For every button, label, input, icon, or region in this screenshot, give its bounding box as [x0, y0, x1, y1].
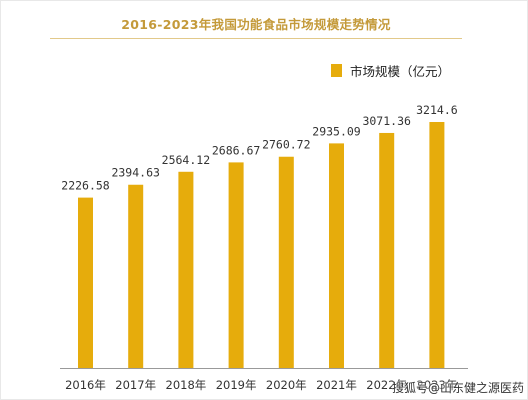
x-tick-label-3: 2019年 [216, 378, 257, 392]
data-label-4: 2760.72 [262, 138, 310, 152]
x-tick-label-6: 2022年 [366, 378, 407, 392]
bar-3 [228, 162, 244, 368]
watermark-text: 搜狐号@山东健之源医药 [392, 381, 525, 395]
chart-title-bar: 2016-2023年我国功能食品市场规模走势情况 [50, 8, 462, 39]
bar-6 [379, 132, 395, 368]
bar-4 [278, 156, 294, 368]
data-label-5: 2935.09 [312, 124, 361, 138]
x-tick-label-4: 2020年 [266, 378, 307, 392]
chart-legend: 市场规模（亿元） [331, 61, 450, 79]
data-label-0: 2226.58 [61, 179, 110, 193]
bar-2 [178, 171, 194, 368]
x-tick-label-2: 2018年 [166, 378, 207, 392]
x-tick-label-0: 2016年 [65, 378, 106, 392]
data-label-7: 3214.6 [416, 103, 458, 117]
bar-7 [429, 122, 445, 368]
bar-1 [128, 184, 144, 368]
legend-swatch [331, 63, 342, 77]
data-label-1: 2394.63 [111, 166, 160, 180]
chart-title: 2016-2023年我国功能食品市场规模走势情况 [121, 16, 391, 32]
x-tick-label-5: 2021年 [316, 378, 357, 392]
data-label-2: 2564.12 [162, 153, 210, 167]
x-tick-label-1: 2017年 [115, 378, 156, 392]
data-label-6: 3071.36 [362, 114, 411, 128]
x-tick-label-7: 2023年 [417, 378, 458, 392]
bar-0 [78, 197, 93, 368]
legend-label: 市场规模（亿元） [350, 63, 451, 79]
bar-5 [329, 143, 344, 368]
data-label-3: 2686.67 [212, 143, 261, 157]
